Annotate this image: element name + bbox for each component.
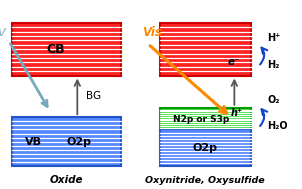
Text: CB: CB bbox=[46, 43, 65, 56]
Text: Oxynitride, Oxysulfide: Oxynitride, Oxysulfide bbox=[146, 176, 265, 185]
Text: UV: UV bbox=[0, 28, 6, 38]
Text: Vis: Vis bbox=[142, 26, 162, 39]
Text: Oxide: Oxide bbox=[50, 175, 83, 185]
Bar bbox=[12, 117, 121, 166]
Text: O₂: O₂ bbox=[267, 95, 280, 105]
Bar bbox=[160, 108, 251, 129]
Text: h⁺: h⁺ bbox=[231, 108, 243, 118]
Text: O2p: O2p bbox=[193, 143, 218, 153]
Text: VB: VB bbox=[25, 137, 42, 147]
Text: e⁻: e⁻ bbox=[228, 57, 241, 67]
Text: H₂O: H₂O bbox=[267, 121, 288, 131]
Text: H⁺: H⁺ bbox=[267, 33, 281, 43]
Bar bbox=[12, 23, 121, 76]
Bar bbox=[160, 23, 251, 76]
Text: BG: BG bbox=[86, 91, 101, 101]
Bar bbox=[160, 129, 251, 166]
Text: O2p: O2p bbox=[67, 137, 92, 147]
Text: H₂: H₂ bbox=[267, 60, 280, 70]
Text: N2p or S3p: N2p or S3p bbox=[173, 115, 229, 124]
